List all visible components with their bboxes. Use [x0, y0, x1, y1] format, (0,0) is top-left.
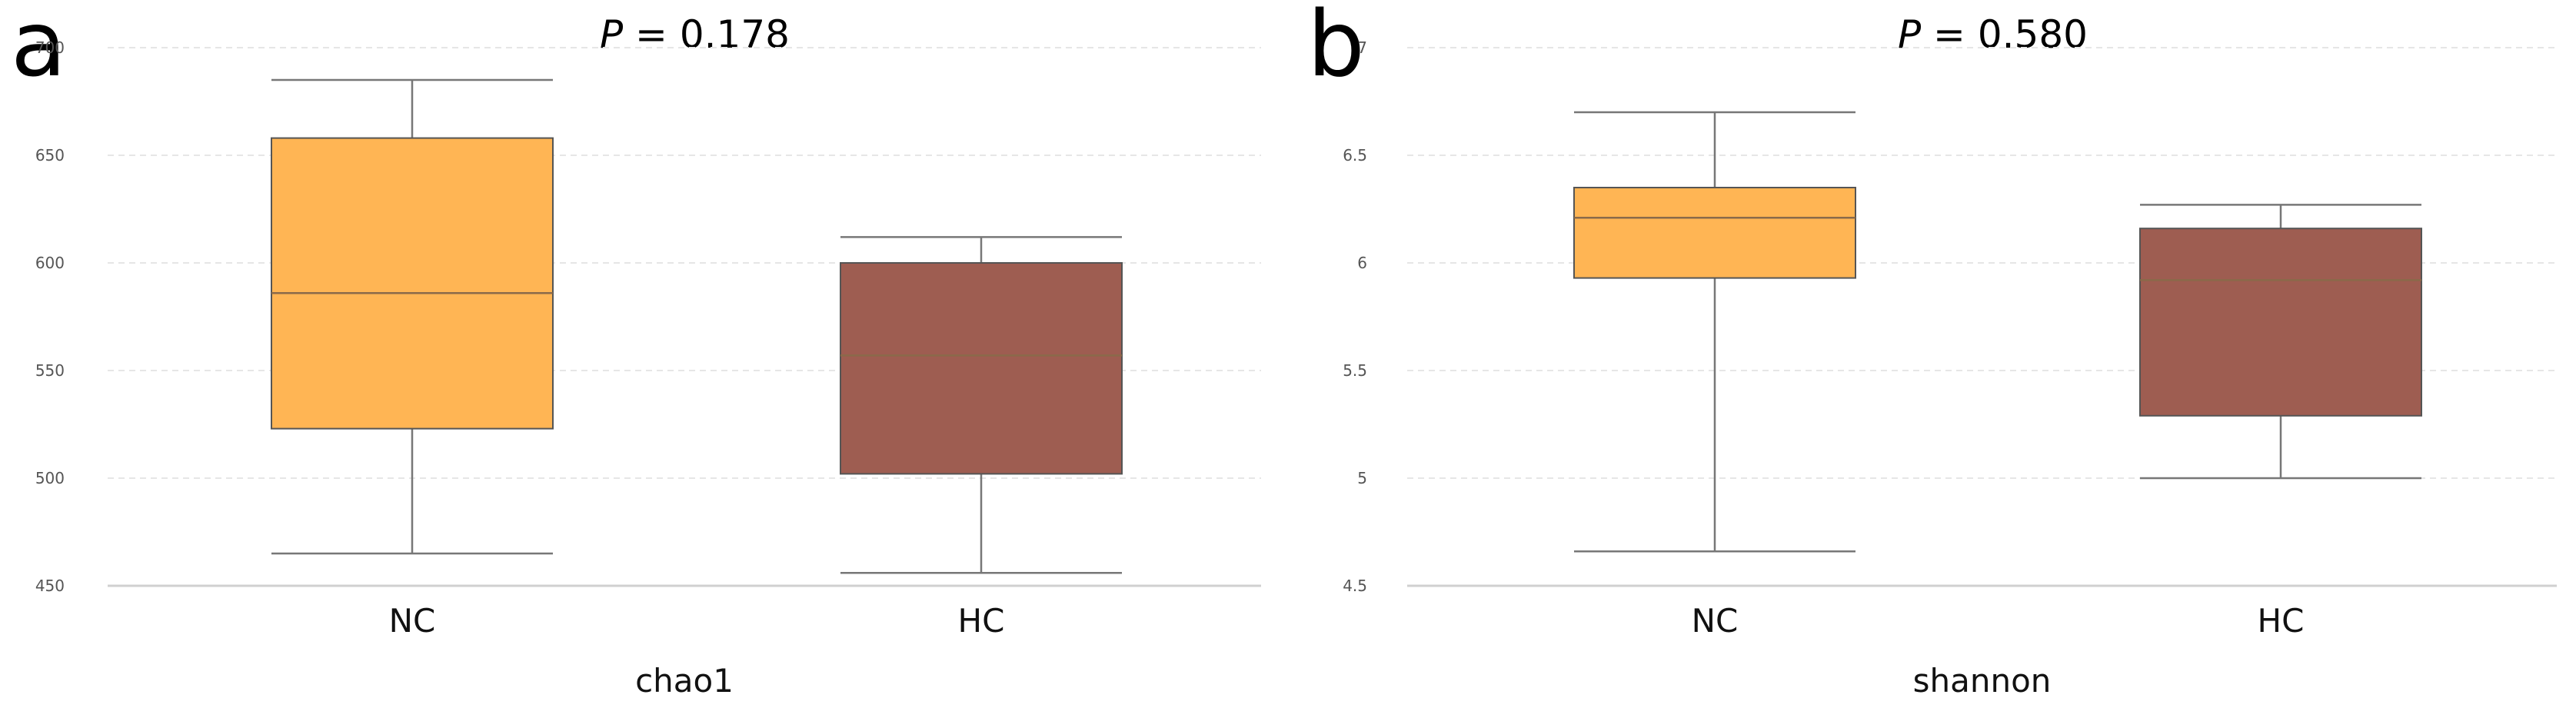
y-tick-label: 4.5: [1343, 577, 1367, 595]
x-axis-label-a: chao1: [635, 662, 734, 700]
y-tick-label: 700: [35, 38, 65, 57]
title-p-symbol: P: [1898, 12, 1922, 57]
gridlines-b: [1407, 47, 2557, 479]
panel-letter-b: b: [1307, 0, 1365, 97]
boxplots-b: [1573, 111, 2422, 553]
y-tick-label: 500: [35, 469, 65, 487]
panel-a: a P = 0.178 450 500 550 600 650 700 NC HC chao…: [11, 0, 1261, 700]
x-tick-label: HC: [958, 602, 1005, 640]
boxplot-hc: [840, 236, 1123, 574]
y-tick-label: 550: [35, 361, 65, 380]
chart-title-b: P = 0.580: [1898, 12, 2088, 57]
x-tick-label: NC: [389, 602, 436, 640]
x-tick-labels-a: NC HC: [389, 602, 1005, 640]
y-tick-label: 7: [1357, 38, 1367, 57]
y-tick-label: 6: [1357, 254, 1367, 272]
title-p-value: = 0.178: [623, 12, 790, 57]
iqr-box: [2139, 228, 2422, 417]
panel-b: b P = 0.580 4.5 5 5.5 6 6.5 7 NC HC shannon: [1307, 0, 2557, 700]
y-tick-label: 6.5: [1343, 146, 1367, 165]
x-tick-label: NC: [1692, 602, 1739, 640]
iqr-box: [271, 137, 554, 430]
y-tick-label: 5: [1357, 469, 1367, 487]
boxplots-a: [271, 78, 1123, 574]
y-tick-labels-b: 4.5 5 5.5 6 6.5 7: [1343, 38, 1367, 595]
panel-letter-a: a: [11, 0, 66, 97]
boxplot-nc: [271, 78, 554, 555]
title-p-symbol: P: [600, 12, 624, 57]
y-tick-label: 600: [35, 254, 65, 272]
title-p-value: = 0.580: [1921, 12, 2088, 57]
y-tick-label: 450: [35, 577, 65, 595]
iqr-box: [840, 262, 1123, 475]
x-tick-labels-b: NC HC: [1692, 602, 2305, 640]
y-tick-label: 5.5: [1343, 361, 1367, 380]
x-tick-label: HC: [2258, 602, 2305, 640]
chart-title-a: P = 0.178: [600, 12, 790, 57]
boxplot-nc: [1573, 111, 1856, 553]
y-tick-label: 650: [35, 146, 65, 165]
x-axis-label-b: shannon: [1913, 662, 2052, 700]
iqr-box: [1573, 187, 1856, 279]
y-tick-labels-a: 450 500 550 600 650 700: [35, 38, 65, 595]
boxplot-hc: [2139, 204, 2422, 480]
